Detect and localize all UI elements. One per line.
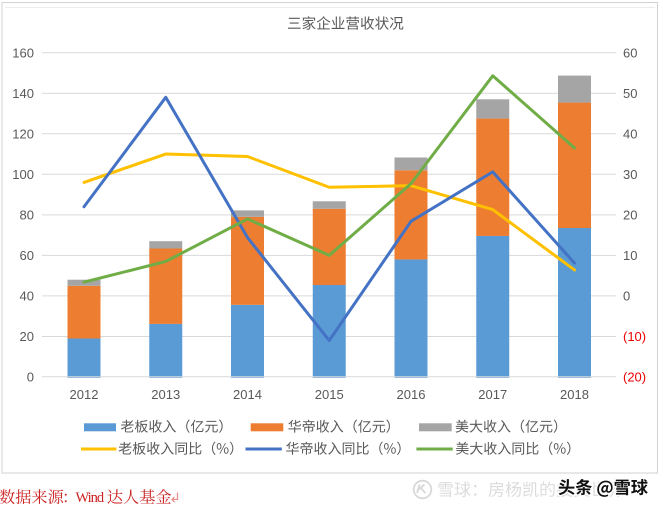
svg-text:2017: 2017 bbox=[478, 387, 507, 402]
svg-text:(10): (10) bbox=[623, 329, 646, 344]
svg-text:0: 0 bbox=[623, 289, 630, 304]
svg-text:2012: 2012 bbox=[70, 387, 99, 402]
svg-text:0: 0 bbox=[27, 370, 34, 385]
svg-text:80: 80 bbox=[20, 208, 34, 223]
svg-text:100: 100 bbox=[12, 167, 34, 182]
svg-text:20: 20 bbox=[20, 329, 34, 344]
svg-text:40: 40 bbox=[623, 126, 637, 141]
svg-text:2016: 2016 bbox=[397, 387, 426, 402]
svg-text:2013: 2013 bbox=[151, 387, 180, 402]
svg-text:20: 20 bbox=[623, 208, 637, 223]
svg-text:120: 120 bbox=[12, 126, 34, 141]
svg-text:50: 50 bbox=[623, 86, 637, 101]
svg-text:40: 40 bbox=[20, 289, 34, 304]
svg-text:2018: 2018 bbox=[560, 387, 589, 402]
svg-text:60: 60 bbox=[623, 45, 637, 60]
svg-text:2015: 2015 bbox=[315, 387, 344, 402]
svg-text:Wind: Wind bbox=[76, 490, 105, 506]
svg-text:10: 10 bbox=[623, 248, 637, 263]
svg-text:(20): (20) bbox=[623, 370, 646, 385]
svg-text:60: 60 bbox=[20, 248, 34, 263]
svg-text:140: 140 bbox=[12, 86, 34, 101]
svg-text:2014: 2014 bbox=[233, 387, 262, 402]
svg-text:160: 160 bbox=[12, 45, 34, 60]
svg-text:30: 30 bbox=[623, 167, 637, 182]
